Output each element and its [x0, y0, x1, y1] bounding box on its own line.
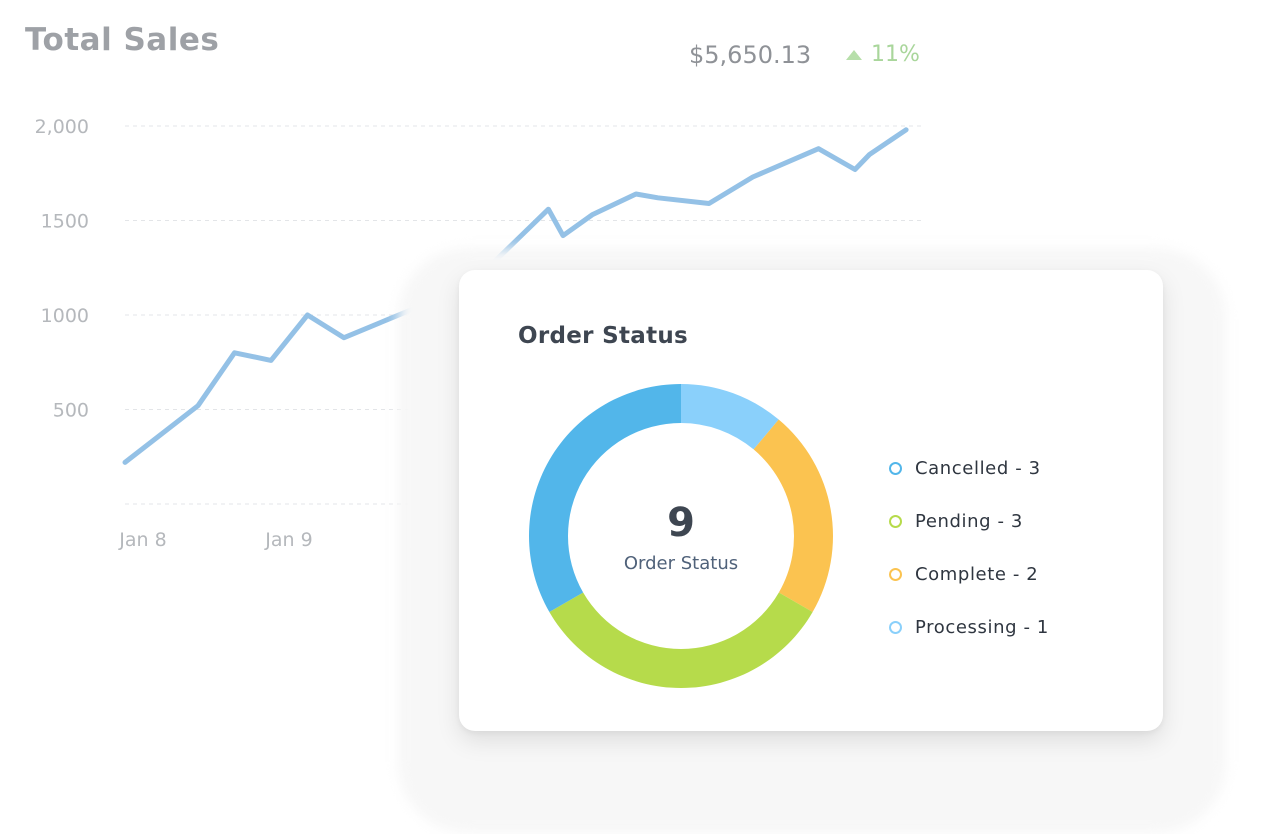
legend-item-complete: Complete - 2 [889, 561, 1049, 588]
legend-item-cancelled: Cancelled - 3 [889, 455, 1049, 482]
line-series [122, 127, 909, 465]
legend: Cancelled - 3 Pending - 3 Complete - 2 P… [889, 455, 1049, 667]
y-tick-label: 1000 [41, 305, 89, 327]
legend-circle-icon [889, 621, 902, 634]
legend-label: Complete - 2 [915, 564, 1039, 585]
order-status-title: Order Status [518, 323, 689, 349]
donut-slice-processing [681, 384, 779, 450]
legend-item-processing: Processing - 1 [889, 614, 1049, 641]
y-axis: 2,000 1500 1000 500 [35, 116, 89, 422]
legend-label: Processing - 1 [915, 617, 1049, 638]
legend-circle-icon [889, 515, 902, 528]
order-status-card: Order Status 9 Order Status Cancelled - … [459, 270, 1163, 731]
donut-slice-complete [753, 419, 833, 612]
y-tick-label: 2,000 [35, 116, 89, 138]
legend-circle-icon [889, 462, 902, 475]
sales-change: 11% [846, 42, 920, 67]
y-tick-label: 500 [53, 400, 89, 422]
donut-center-label: Order Status [623, 553, 739, 574]
legend-label: Cancelled - 3 [915, 458, 1041, 479]
y-tick-label: 1500 [41, 211, 89, 233]
legend-item-pending: Pending - 3 [889, 508, 1049, 535]
sales-total-value: $5,650.13 [689, 41, 812, 69]
x-tick-label: Jan 9 [264, 529, 312, 551]
legend-circle-icon [889, 568, 902, 581]
sales-line [122, 127, 909, 465]
chart-title: Total Sales [25, 22, 220, 58]
donut-center-value: 9 [667, 500, 695, 546]
donut-slice-cancelled [529, 384, 681, 612]
x-tick-label: Jan 8 [118, 529, 166, 551]
legend-label: Pending - 3 [915, 511, 1023, 532]
sales-change-value: 11% [871, 42, 920, 67]
up-triangle-icon [846, 49, 862, 60]
donut-chart [529, 384, 833, 688]
donut-slice-pending [549, 592, 813, 688]
